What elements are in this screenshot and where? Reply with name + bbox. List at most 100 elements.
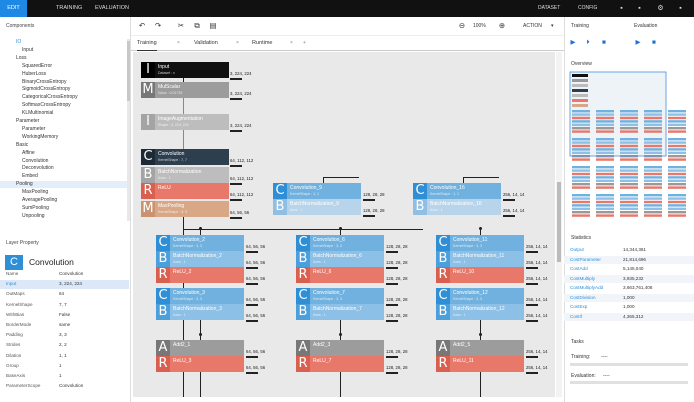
zoom-in-icon[interactable]: ⊕ <box>498 21 506 30</box>
config-menu[interactable]: CONFIG <box>578 5 598 11</box>
component-item[interactable]: IO <box>16 39 22 45</box>
component-item[interactable]: Input <box>22 46 34 53</box>
canvas-scrollbar[interactable] <box>556 52 562 397</box>
undo-icon[interactable]: ↶ <box>138 21 146 30</box>
property-row[interactable]: OutMaps 64 <box>0 290 129 299</box>
property-value[interactable]: same <box>59 322 71 327</box>
layer-node[interactable]: C Convolution_11 KernelShape : 3, 3 <box>436 235 524 251</box>
property-row[interactable]: WithBias False <box>0 311 129 320</box>
play-icon[interactable]: ▶ <box>635 39 641 46</box>
property-row[interactable]: Group 1 <box>0 362 129 371</box>
component-item[interactable]: HuberLoss <box>22 70 47 77</box>
layer-node[interactable]: B BatchNormalization Axes : 1 <box>141 167 229 183</box>
minimap-viewport-frame[interactable] <box>569 71 667 157</box>
property-value[interactable]: 1 <box>59 373 62 378</box>
stop-icon[interactable]: ■ <box>602 39 606 46</box>
property-row[interactable]: Padding 3, 3 <box>0 331 129 340</box>
tab-edit[interactable]: EDIT <box>0 0 27 17</box>
component-item[interactable]: Parameter <box>22 125 46 132</box>
component-item[interactable]: BinaryCrossEntropy <box>22 78 67 85</box>
network-graph-canvas[interactable]: I Input Dataset : x 3, 224, 224 M MulScalar Va… <box>133 52 555 397</box>
copy-icon[interactable]: ⧉ <box>194 21 200 30</box>
component-item[interactable]: SquaredError <box>22 62 53 69</box>
statistic-row[interactable]: CostIf 4,365,312 <box>564 312 694 321</box>
layer-node[interactable]: C Convolution KernelShape : 7, 7 <box>141 149 229 165</box>
layer-node[interactable]: R ReLU_10 <box>436 267 524 283</box>
property-value[interactable]: 2, 2 <box>59 342 67 348</box>
tab-training-graph[interactable]: Training <box>137 36 157 51</box>
paste-icon[interactable]: ▤ <box>209 21 217 30</box>
statistic-row[interactable]: CostDivision 1,000 <box>564 293 694 302</box>
component-item[interactable]: SigmoidCrossEntropy <box>22 86 71 93</box>
layer-node[interactable]: C Convolution_9 KernelShape : 1, 1 <box>273 183 361 199</box>
component-item[interactable]: Convolution <box>22 157 49 164</box>
zoom-out-icon[interactable]: ⊖ <box>458 21 466 30</box>
property-value[interactable]: 64 <box>59 291 65 297</box>
components-scrollbar-track[interactable] <box>127 39 130 221</box>
layer-node[interactable]: R ReLU_3 <box>156 356 244 372</box>
layer-node[interactable]: B BatchNormalization_6 Axes : 1 <box>296 251 384 267</box>
property-value[interactable]: False <box>59 311 71 317</box>
property-value[interactable]: 7, 7 <box>59 301 67 307</box>
tab-validation-graph[interactable]: Validation <box>194 40 218 46</box>
layer-node[interactable]: C Convolution_2 KernelShape : 3, 3 <box>156 235 244 251</box>
close-icon[interactable]: × <box>290 40 293 46</box>
tab-evaluation[interactable]: EVALUATION <box>95 5 130 11</box>
component-item[interactable]: SoftmaxCrossEntropy <box>22 102 71 109</box>
save-as-icon[interactable]: ▪ <box>638 5 641 12</box>
layer-node[interactable]: R ReLU_11 <box>436 356 524 372</box>
component-item[interactable]: KLMultinomial <box>22 110 54 117</box>
property-row[interactable]: BaseAxis 1 <box>0 372 129 381</box>
layer-node[interactable]: M MaxPooling KernelShape : 3, 3 <box>141 201 229 217</box>
chevron-down-icon[interactable]: ▾ <box>551 23 554 29</box>
dataset-menu[interactable]: DATASET <box>538 5 561 11</box>
property-value[interactable]: 1 <box>59 362 62 368</box>
layer-node[interactable]: C Convolution_7 KernelShape : 3, 3 <box>296 288 384 304</box>
add-tab-icon[interactable]: + <box>303 40 306 46</box>
layer-node[interactable]: M MulScalar Value : 0.01735 <box>141 82 229 98</box>
statistic-row[interactable]: CostMultiply 3,935,232 <box>564 274 694 283</box>
stop-icon[interactable]: ■ <box>652 39 656 46</box>
property-value[interactable]: 3, 224, 224 <box>59 281 82 287</box>
layer-node[interactable]: A Add2_5 <box>436 340 524 356</box>
layer-node[interactable]: B BatchNormalization_12 Axes : 1 <box>436 304 524 320</box>
redo-icon[interactable]: ↷ <box>154 21 162 30</box>
tab-runtime-graph[interactable]: Runtime <box>252 40 273 46</box>
component-item[interactable]: Embed <box>22 173 38 180</box>
layer-node[interactable]: B BatchNormalization_9 Axes : 1 <box>273 199 361 215</box>
component-item[interactable]: WorkingMemory <box>22 133 59 140</box>
tab-training[interactable]: TRAINING <box>56 5 83 11</box>
close-icon[interactable]: × <box>236 40 239 46</box>
statistic-row[interactable]: Output 14,344,361 <box>564 246 694 255</box>
layer-node[interactable]: B BatchNormalization_7 Axes : 1 <box>296 304 384 320</box>
component-item[interactable]: Affine <box>22 149 35 156</box>
action-menu[interactable]: ACTION <box>523 23 542 29</box>
layer-node[interactable]: C Convolution_16 KernelShape : 1, 1 <box>413 183 501 199</box>
info-icon[interactable]: ▪ <box>679 5 682 12</box>
layer-node[interactable]: A Add2_1 <box>156 340 244 356</box>
statistic-row[interactable]: CostExp 1,000 <box>564 303 694 312</box>
property-value[interactable]: 3, 3 <box>59 332 67 338</box>
layer-node[interactable]: C Convolution_3 KernelShape : 3, 3 <box>156 288 244 304</box>
property-value[interactable]: Convolution <box>59 383 84 389</box>
property-row[interactable]: Name Convolution <box>0 270 129 279</box>
component-item[interactable]: CategoricalCrossEntropy <box>22 94 78 101</box>
component-item[interactable]: Parameter <box>16 118 40 124</box>
components-scrollbar[interactable] <box>127 41 130 101</box>
layer-node[interactable]: R ReLU_2 <box>156 267 244 283</box>
play-profile-icon[interactable]: ⏵ <box>586 39 590 46</box>
property-row[interactable]: Strides 2, 2 <box>0 341 129 350</box>
component-item[interactable]: Loss <box>16 54 27 61</box>
property-row[interactable]: Input 3, 224, 224 <box>0 280 129 289</box>
layer-node[interactable]: I ImageAugmentation Shape : 3, 224, 224 <box>141 114 229 130</box>
play-icon[interactable]: ▶ <box>570 39 576 46</box>
overview-minimap[interactable] <box>568 70 692 228</box>
property-value[interactable]: Convolution <box>59 271 84 276</box>
property-row[interactable]: Dilation 1, 1 <box>0 352 129 361</box>
layer-node[interactable]: C Convolution_12 KernelShape : 3, 3 <box>436 288 524 304</box>
statistic-row[interactable]: CostAdd 5,145,040 <box>564 265 694 274</box>
settings-icon[interactable]: ⚙ <box>657 5 664 12</box>
component-item[interactable]: MaxPooling <box>22 189 49 196</box>
layer-node[interactable]: R ReLU_7 <box>296 356 384 372</box>
save-icon[interactable]: ▪ <box>620 5 623 12</box>
